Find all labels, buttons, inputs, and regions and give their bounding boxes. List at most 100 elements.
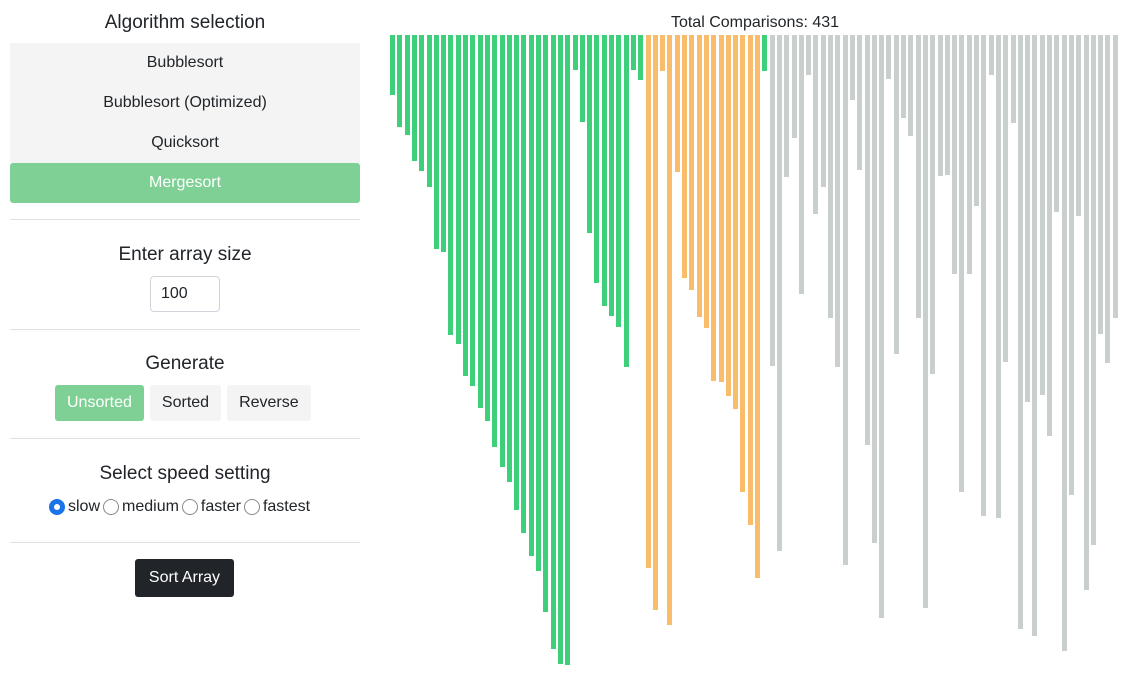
- array-bar: [638, 35, 643, 80]
- divider: [10, 329, 360, 330]
- array-bar: [719, 35, 724, 382]
- generate-title: Generate: [145, 353, 225, 374]
- array-bar: [514, 35, 519, 510]
- array-bar: [879, 35, 884, 618]
- array-bar: [748, 35, 753, 525]
- array-bar: [967, 35, 972, 274]
- speed-label-medium: medium: [122, 498, 179, 515]
- speed-radio-fastest[interactable]: [243, 499, 260, 515]
- array-bar: [587, 35, 592, 233]
- array-bar: [660, 35, 665, 71]
- array-bar: [916, 35, 921, 318]
- algorithm-option-quicksort[interactable]: Quicksort: [10, 123, 360, 163]
- array-bar: [711, 35, 716, 381]
- array-bar: [1076, 35, 1081, 216]
- generate-sorted-button[interactable]: Sorted: [149, 385, 222, 421]
- array-bar: [813, 35, 818, 214]
- array-bar: [405, 35, 410, 135]
- algorithm-selection-title: Algorithm selection: [104, 12, 266, 33]
- generate-reverse-button[interactable]: Reverse: [227, 385, 311, 421]
- array-bar: [945, 35, 950, 175]
- array-bar: [886, 35, 891, 79]
- array-bar: [1105, 35, 1110, 363]
- speed-label-faster: faster: [200, 498, 241, 515]
- array-bar: [974, 35, 979, 206]
- array-bar: [981, 35, 986, 516]
- array-bar: [726, 35, 731, 396]
- array-bar: [470, 35, 475, 386]
- array-bar: [529, 35, 534, 556]
- array-bar: [828, 35, 833, 318]
- array-bar: [682, 35, 687, 278]
- array-bar: [1003, 35, 1008, 362]
- sort-array-button[interactable]: Sort Array: [135, 559, 234, 597]
- speed-radio-faster[interactable]: [181, 499, 198, 515]
- array-bar: [908, 35, 913, 136]
- array-bar: [930, 35, 935, 374]
- divider: [10, 542, 360, 543]
- array-bar: [894, 35, 899, 354]
- speed-radio-slow[interactable]: [49, 499, 65, 515]
- array-bar: [434, 35, 439, 249]
- array-bar: [1062, 35, 1067, 651]
- array-bar: [733, 35, 738, 409]
- array-bar: [573, 35, 578, 70]
- array-bar: [792, 35, 797, 138]
- array-bar: [609, 35, 614, 316]
- array-bar: [1040, 35, 1045, 395]
- speed-radio-medium[interactable]: [103, 499, 120, 515]
- array-bar: [1018, 35, 1023, 629]
- array-bar: [850, 35, 855, 100]
- array-bar: [704, 35, 709, 328]
- array-bar: [755, 35, 760, 578]
- array-bar: [390, 35, 395, 95]
- divider: [10, 219, 360, 220]
- array-bar: [689, 35, 694, 290]
- array-bar: [602, 35, 607, 306]
- array-bar: [938, 35, 943, 176]
- array-bar: [580, 35, 585, 122]
- array-bar: [996, 35, 1001, 518]
- array-bar: [959, 35, 964, 492]
- array-bar: [500, 35, 505, 467]
- array-bar: [1054, 35, 1059, 212]
- array-bar: [762, 35, 767, 71]
- array-bar: [441, 35, 446, 252]
- array-bar: [872, 35, 877, 543]
- array-bar: [1069, 35, 1074, 495]
- speed-label-fastest: fastest: [262, 498, 311, 515]
- array-bar: [397, 35, 402, 127]
- array-bar: [667, 35, 672, 625]
- speed-setting-title: Select speed setting: [99, 463, 271, 484]
- algorithm-option-mergesort[interactable]: Mergesort: [10, 163, 360, 203]
- array-bar: [1025, 35, 1030, 402]
- algorithm-option-bubblesort[interactable]: Bubblesort: [10, 43, 360, 83]
- array-bar: [770, 35, 775, 366]
- array-bar: [427, 35, 432, 187]
- array-bar: [740, 35, 745, 492]
- array-bar: [952, 35, 957, 274]
- array-bar: [463, 35, 468, 376]
- array-bar: [865, 35, 870, 445]
- array-bar: [594, 35, 599, 283]
- array-bar: [1084, 35, 1089, 590]
- array-bar: [507, 35, 512, 482]
- array-bar: [784, 35, 789, 177]
- generate-button-group: Unsorted Sorted Reverse: [55, 385, 311, 421]
- array-bar: [697, 35, 702, 317]
- array-bar: [923, 35, 928, 608]
- array-size-input[interactable]: [150, 276, 220, 312]
- array-bar: [624, 35, 629, 367]
- algorithm-option-bubblesort-optimized[interactable]: Bubblesort (Optimized): [10, 83, 360, 123]
- array-bar: [646, 35, 651, 568]
- array-bar: [543, 35, 548, 612]
- algorithm-list: Bubblesort Bubblesort (Optimized) Quicks…: [10, 43, 360, 203]
- array-bar: [521, 35, 526, 533]
- array-bar: [835, 35, 840, 367]
- speed-radio-group: slow medium faster fastest: [49, 497, 313, 517]
- array-bar: [478, 35, 483, 408]
- array-bar: [631, 35, 636, 70]
- generate-unsorted-button[interactable]: Unsorted: [55, 385, 144, 421]
- array-bar: [799, 35, 804, 294]
